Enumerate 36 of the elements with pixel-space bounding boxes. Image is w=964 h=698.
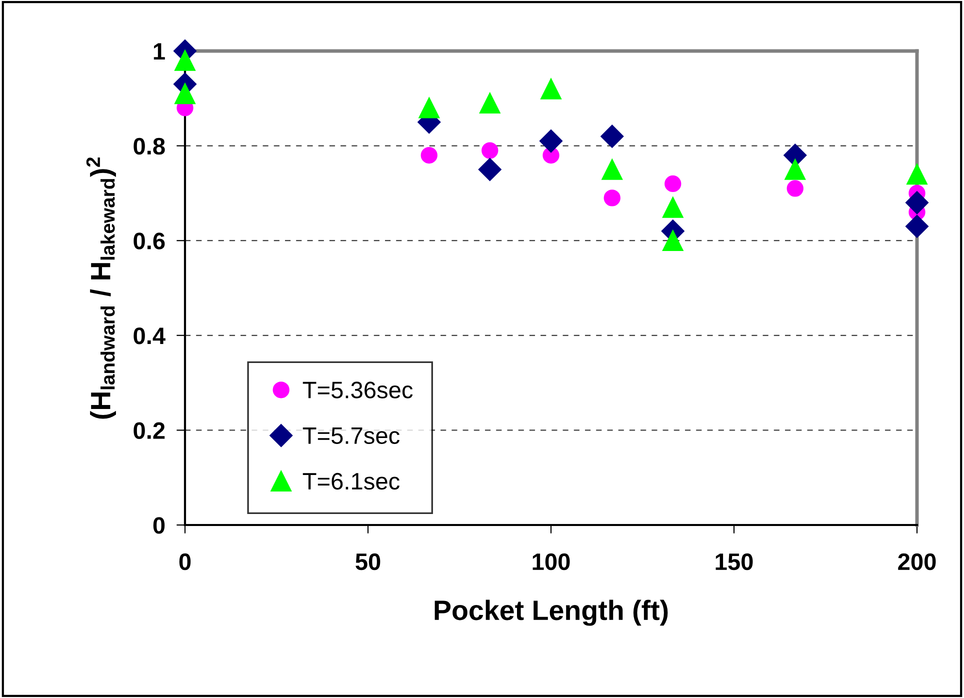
x-tick-label: 200	[898, 553, 936, 570]
x-tick-label: 50	[356, 553, 380, 570]
x-tick-label: 0	[179, 553, 191, 570]
point	[662, 197, 684, 218]
point	[786, 180, 804, 197]
legend-label: T=5.7sec	[302, 428, 400, 444]
y-tick-label: 1	[154, 43, 165, 60]
point	[784, 159, 806, 180]
point	[418, 97, 440, 118]
point	[906, 164, 928, 185]
point	[540, 130, 562, 153]
point	[482, 142, 498, 159]
y-tick-label: 0.4	[134, 327, 166, 344]
point	[602, 159, 623, 180]
legend-label: T=6.1sec	[302, 472, 400, 490]
y-tick-label: 0.8	[134, 138, 165, 155]
point	[420, 146, 438, 164]
point	[906, 214, 928, 238]
x-axis-title: Pocket Length (ft)	[434, 600, 668, 626]
point	[664, 175, 682, 192]
point	[600, 124, 624, 148]
point	[540, 78, 562, 100]
y-tick-label: 0.2	[134, 422, 165, 439]
x-tick-label: 100	[532, 553, 570, 570]
y-axis-title: (H$_{landward}$ / H$_{lakeward}$)$^{2}$	[86, 157, 116, 419]
point	[604, 190, 620, 206]
point	[662, 230, 684, 252]
point	[174, 83, 196, 104]
point	[479, 92, 500, 114]
x-tick-label: 150	[716, 553, 753, 570]
y-tick-label: 0	[153, 517, 165, 534]
legend-label: T=5.36sec	[302, 382, 413, 398]
point	[906, 191, 928, 214]
point	[174, 50, 196, 71]
y-tick-label: 0.6	[134, 232, 165, 250]
point	[478, 158, 502, 181]
